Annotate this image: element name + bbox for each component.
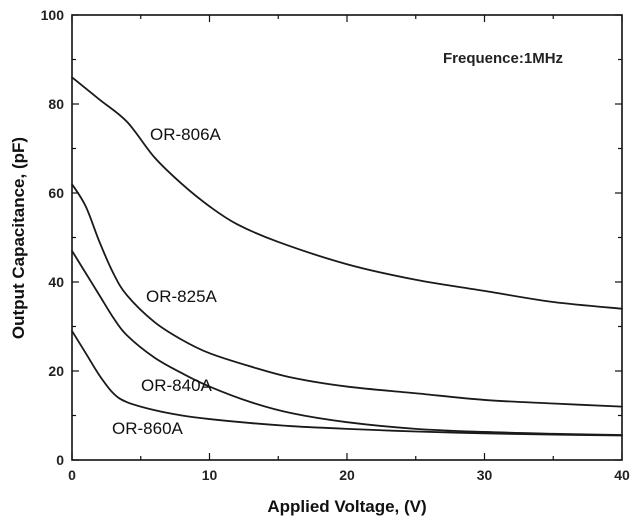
series-line-or-840a [71,249,623,436]
y-tick-label: 80 [48,96,64,112]
series-label-or-825a: OR-825A [146,287,218,306]
x-tick-label: 30 [477,467,493,483]
series-curves [71,76,623,437]
x-axis-title: Applied Voltage, (V) [267,497,426,516]
series-line-or-806a [71,76,623,310]
series-line-or-860a [71,330,623,437]
x-tick-label: 40 [614,467,630,483]
y-tick-label: 20 [48,363,64,379]
y-tick-label: 60 [48,185,64,201]
y-axis-title: Output Capacitance, (pF) [9,137,28,339]
series-label-or-860a: OR-860A [112,419,184,438]
series-line-or-825a [71,183,623,408]
y-tick-label: 100 [41,7,65,23]
x-tick-label: 0 [68,467,76,483]
y-tick-label: 0 [56,452,64,468]
x-tick-label: 10 [202,467,218,483]
annotation-frequency: Frequence:1MHz [443,50,563,67]
series-label-or-806a: OR-806A [150,125,222,144]
axis-ticks [71,14,623,461]
axis-tick-labels: 0 10 20 30 40 0 20 40 60 80 100 [41,7,630,483]
x-tick-label: 20 [339,467,355,483]
series-label-or-840a: OR-840A [141,376,213,395]
y-tick-label: 40 [48,274,64,290]
